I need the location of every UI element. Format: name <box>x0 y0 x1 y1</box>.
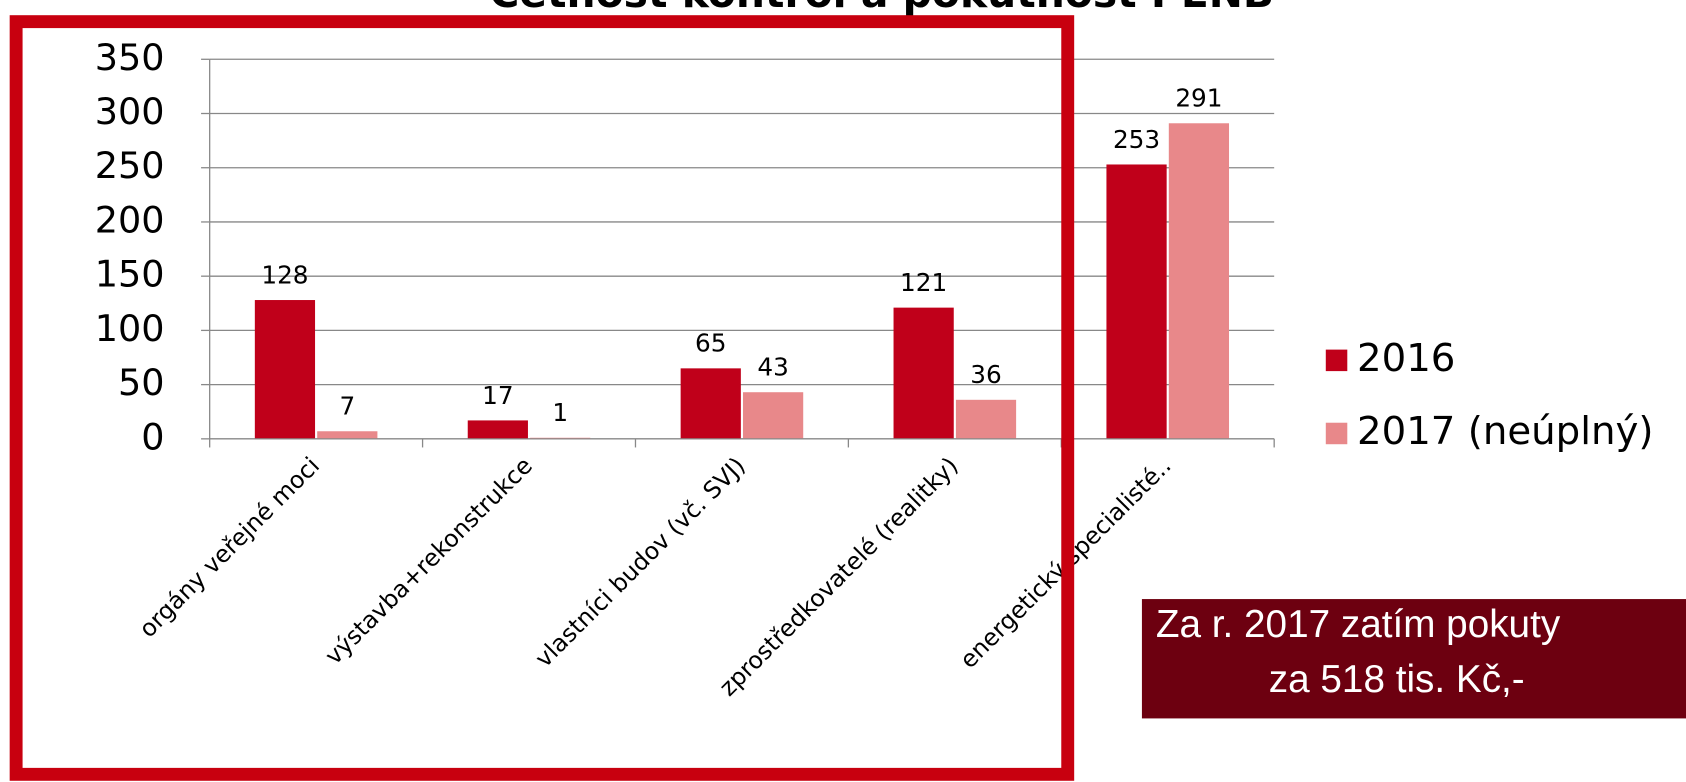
bar <box>743 392 804 439</box>
data-label: 291 <box>1175 84 1222 113</box>
y-tick-label: 50 <box>118 361 165 404</box>
data-label: 121 <box>900 268 947 297</box>
bar <box>254 300 316 439</box>
bar <box>680 368 741 439</box>
annotation: Za r. 2017 zatím pokuty <box>1156 603 1561 646</box>
legend-label: 2017 (neúplný) <box>1357 409 1654 454</box>
bar <box>467 420 528 439</box>
x-tick-label: výstavba+rekonstrukce <box>319 452 537 670</box>
data-label: 43 <box>757 353 788 382</box>
y-tick-label: 0 <box>141 415 164 458</box>
x-tick-label: vlastníci budov (vč. SVJ) <box>530 452 751 673</box>
y-tick-label: 100 <box>95 307 165 350</box>
y-tick-label: 150 <box>95 253 165 296</box>
x-tick-label: zprostředkovatelé (realitky) <box>714 452 964 702</box>
data-label: 128 <box>261 260 308 289</box>
y-tick-label: 200 <box>95 198 165 241</box>
chart-title: Četnost kontrol a pokutnost PENB <box>489 0 1274 17</box>
annotation: za 518 tis. Kč,- <box>1269 658 1525 701</box>
data-label: 253 <box>1113 125 1160 154</box>
data-label: 36 <box>970 360 1001 389</box>
data-label: 65 <box>695 329 726 358</box>
bar <box>317 431 378 439</box>
y-tick-label: 250 <box>95 144 165 187</box>
legend-swatch <box>1325 422 1348 445</box>
legend-swatch <box>1325 349 1348 372</box>
data-label: 1 <box>552 398 568 427</box>
bar <box>893 307 954 439</box>
highlight-frame <box>9 15 1075 781</box>
data-label: 7 <box>339 392 355 421</box>
bar <box>1106 164 1167 439</box>
y-tick-label: 300 <box>95 90 165 133</box>
legend-label: 2016 <box>1357 336 1455 381</box>
x-tick-label: orgány veřejné moci <box>134 452 325 643</box>
data-label: 17 <box>482 381 513 410</box>
annotation-box <box>1141 599 1686 719</box>
y-tick-label: 350 <box>95 36 165 79</box>
bar <box>955 399 1017 439</box>
bar <box>1168 123 1230 439</box>
